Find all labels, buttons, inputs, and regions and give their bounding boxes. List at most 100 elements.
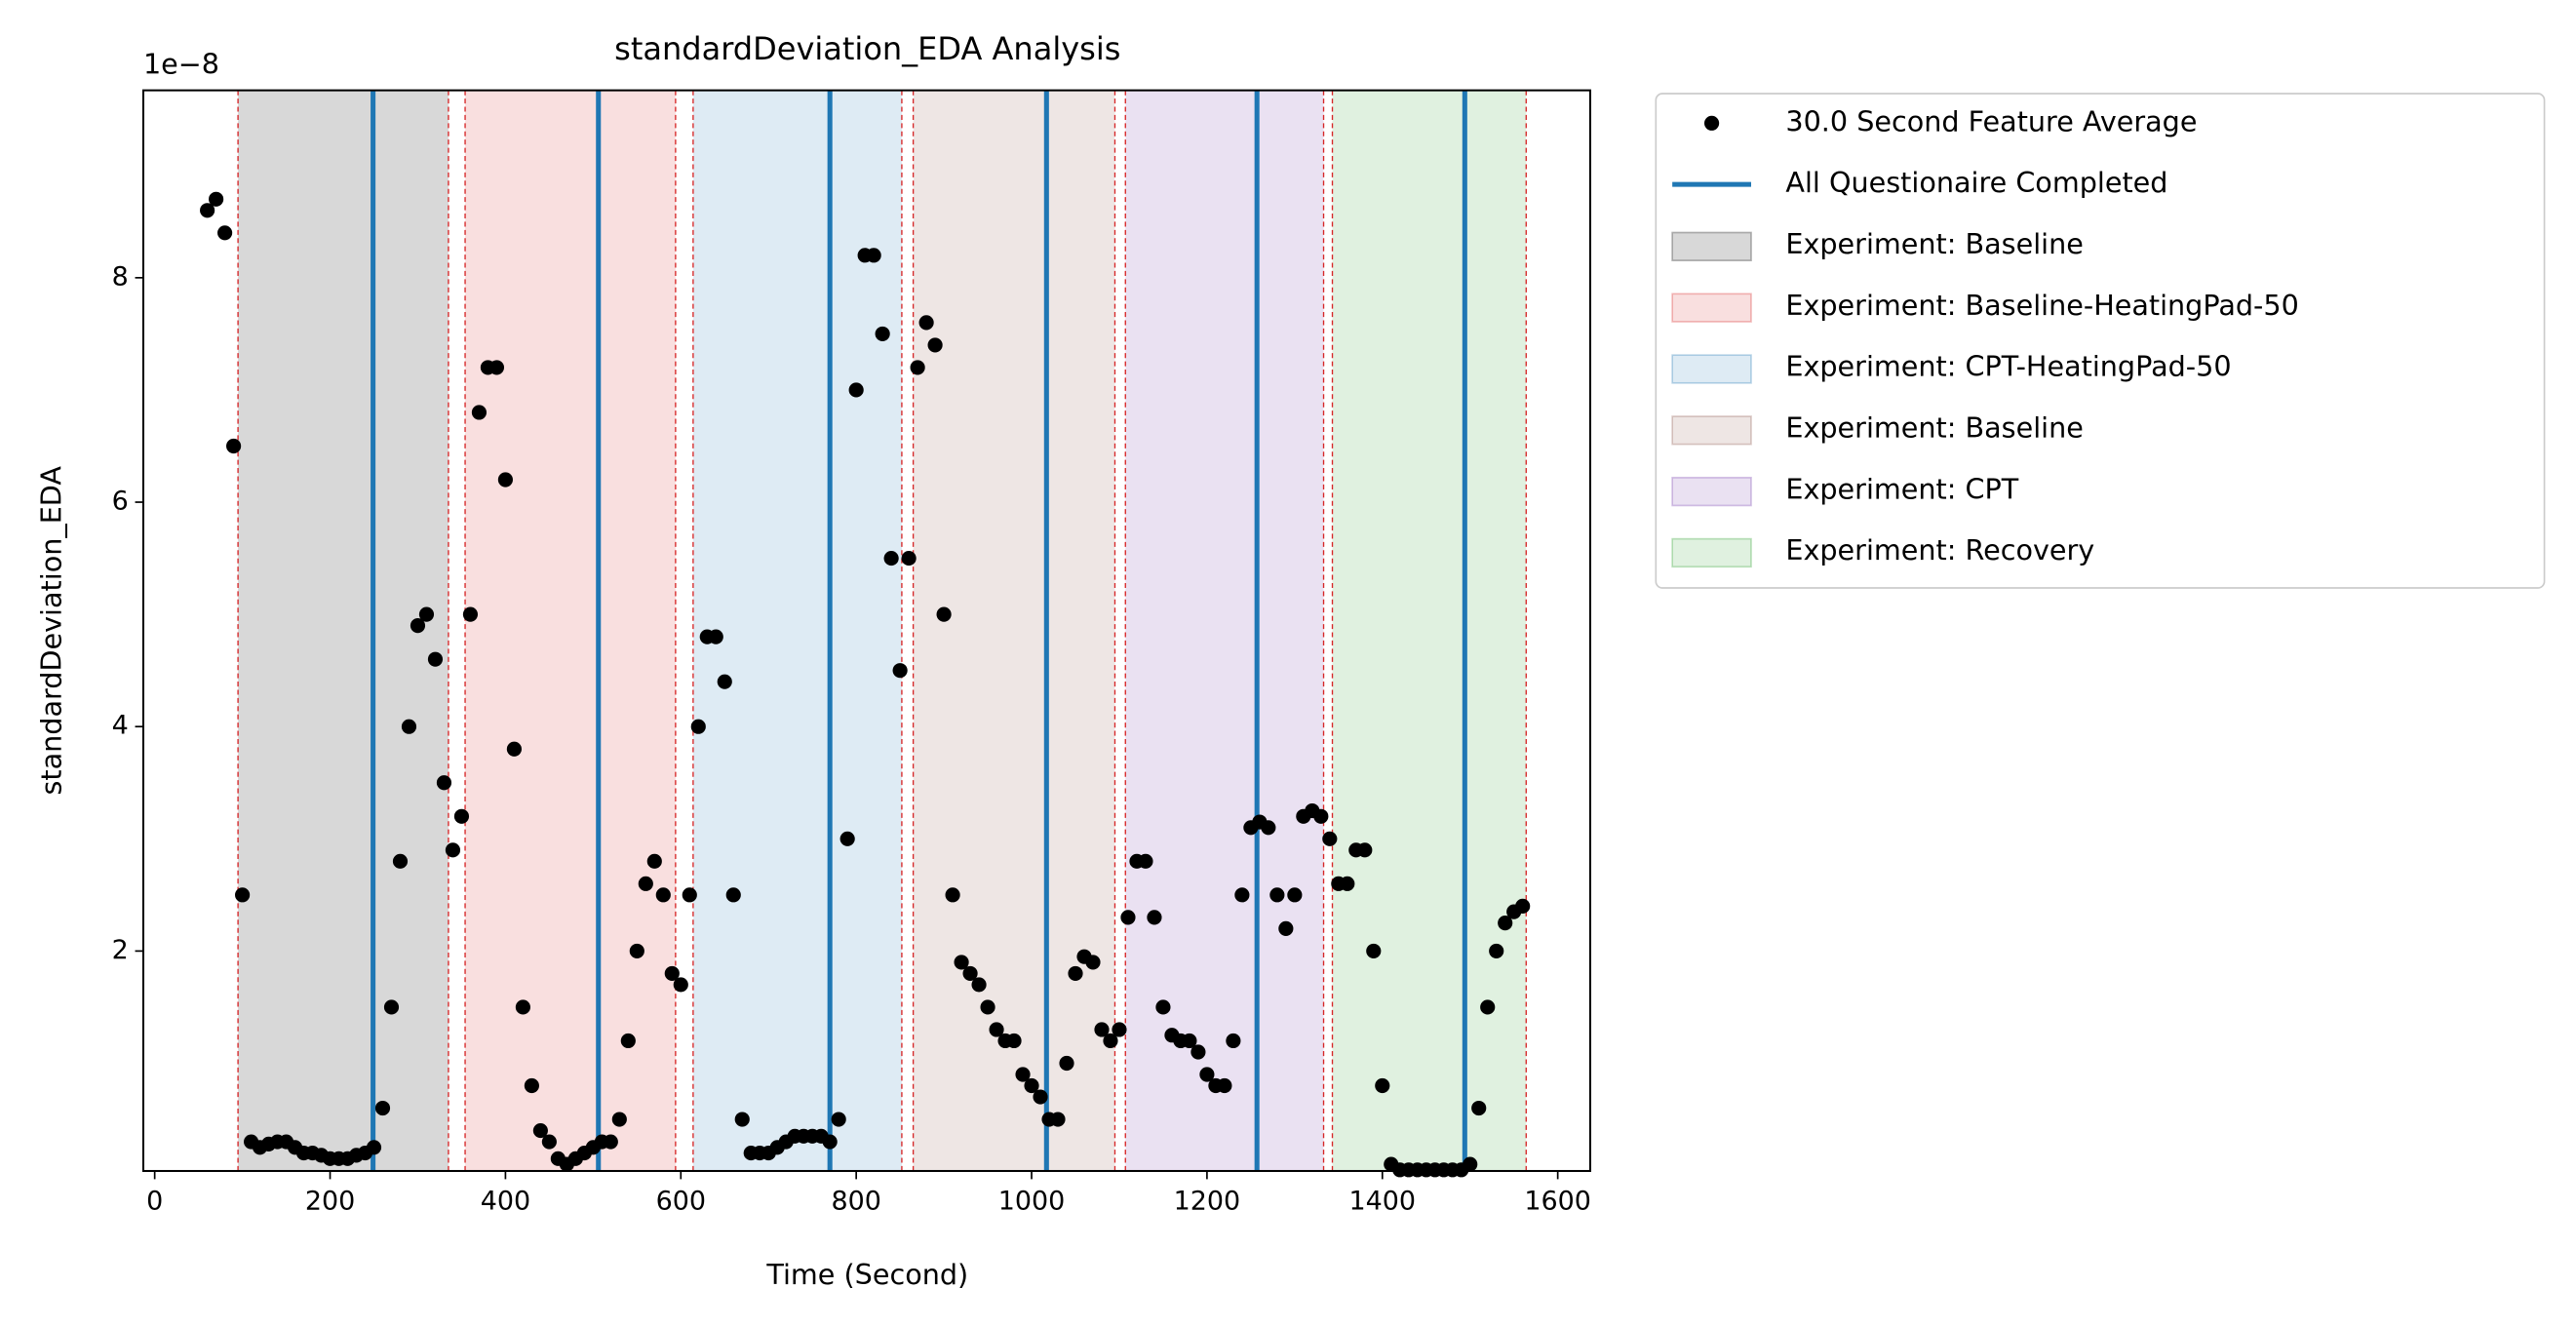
data-point bbox=[629, 943, 644, 958]
legend: 30.0 Second Feature Average All Questiona… bbox=[1655, 93, 2546, 589]
x-tick-label: 0 bbox=[146, 1186, 163, 1216]
data-point bbox=[1015, 1067, 1031, 1082]
data-point bbox=[506, 741, 522, 757]
data-point bbox=[638, 876, 653, 891]
data-point bbox=[366, 1140, 382, 1155]
data-point bbox=[524, 1077, 539, 1094]
data-point bbox=[682, 887, 697, 903]
legend-swatch bbox=[1671, 293, 1752, 323]
y-tick-label: 4 bbox=[112, 711, 129, 741]
data-point bbox=[1278, 920, 1294, 936]
data-point bbox=[664, 965, 680, 981]
data-point bbox=[515, 999, 530, 1015]
data-point bbox=[1033, 1089, 1048, 1105]
data-point bbox=[945, 887, 960, 903]
data-point bbox=[980, 999, 995, 1015]
y-tick-label: 2 bbox=[112, 935, 129, 965]
data-point bbox=[1313, 808, 1329, 824]
data-point bbox=[1471, 1100, 1487, 1116]
data-point bbox=[690, 719, 706, 734]
span bbox=[913, 90, 1115, 1171]
legend-label: Experiment: Baseline-HeatingPad-50 bbox=[1785, 289, 2298, 322]
data-point bbox=[1287, 887, 1303, 903]
x-tick-label: 1600 bbox=[1524, 1186, 1591, 1216]
data-point bbox=[883, 550, 899, 566]
legend-swatch bbox=[1671, 537, 1752, 568]
data-point bbox=[1147, 910, 1162, 925]
x-tick-label: 1400 bbox=[1348, 1186, 1416, 1216]
legend-label: Experiment: CPT bbox=[1785, 472, 2018, 505]
legend-label: Experiment: Recovery bbox=[1785, 533, 2094, 566]
data-point bbox=[1068, 965, 1083, 981]
data-point bbox=[445, 842, 461, 858]
data-point bbox=[488, 360, 504, 375]
y-axis-label: standardDeviation_EDA bbox=[34, 466, 67, 796]
legend-label: Experiment: Baseline bbox=[1785, 227, 2084, 260]
data-point bbox=[1226, 1033, 1241, 1049]
legend-marker bbox=[1703, 115, 1720, 131]
axes-frame bbox=[141, 89, 1591, 1172]
data-point bbox=[717, 674, 732, 689]
data-point bbox=[462, 606, 479, 622]
data-point bbox=[436, 775, 452, 791]
data-point bbox=[892, 663, 908, 679]
data-point bbox=[497, 472, 513, 488]
data-point bbox=[392, 853, 409, 869]
data-point bbox=[1234, 887, 1250, 903]
data-point bbox=[1366, 943, 1382, 958]
data-point bbox=[646, 853, 662, 869]
data-point bbox=[217, 225, 233, 241]
data-point bbox=[418, 606, 435, 622]
x-tick-label: 400 bbox=[481, 1186, 530, 1216]
data-point bbox=[1498, 916, 1513, 931]
data-point bbox=[989, 1022, 1004, 1037]
data-point bbox=[1480, 999, 1496, 1015]
data-point bbox=[1050, 1112, 1066, 1127]
data-point bbox=[1103, 1033, 1118, 1049]
data-point bbox=[620, 1033, 636, 1049]
legend-label: 30.0 Second Feature Average bbox=[1785, 104, 2197, 137]
data-point bbox=[1322, 831, 1338, 846]
data-point bbox=[1340, 876, 1355, 891]
x-tick-label: 800 bbox=[831, 1186, 880, 1216]
data-point bbox=[1120, 910, 1136, 925]
data-point bbox=[1261, 820, 1276, 836]
data-point bbox=[401, 719, 417, 734]
data-point bbox=[200, 203, 215, 218]
data-point bbox=[918, 315, 934, 331]
data-point bbox=[1190, 1044, 1206, 1060]
data-point bbox=[839, 831, 855, 846]
data-point bbox=[1085, 955, 1101, 970]
data-point bbox=[541, 1134, 557, 1150]
span bbox=[1332, 90, 1527, 1171]
x-axis-label: Time (Second) bbox=[765, 1258, 968, 1291]
data-point bbox=[954, 955, 969, 970]
x-tick-label: 1000 bbox=[998, 1186, 1066, 1216]
x-tick-label: 600 bbox=[656, 1186, 706, 1216]
data-point bbox=[603, 1134, 618, 1150]
data-point bbox=[910, 360, 925, 375]
data-point bbox=[822, 1134, 838, 1150]
legend-label: Experiment: Baseline bbox=[1785, 410, 2084, 444]
data-point bbox=[427, 651, 444, 667]
data-point bbox=[1463, 1156, 1478, 1172]
data-point bbox=[1182, 1033, 1197, 1049]
data-point bbox=[532, 1122, 548, 1139]
data-point bbox=[1138, 853, 1153, 869]
data-point bbox=[1515, 898, 1531, 914]
legend-label: Experiment: CPT-HeatingPad-50 bbox=[1785, 350, 2231, 383]
data-point bbox=[971, 977, 987, 993]
legend-swatch bbox=[1671, 476, 1752, 507]
legend-swatch bbox=[1671, 354, 1752, 384]
data-point bbox=[901, 550, 917, 566]
data-point bbox=[235, 887, 251, 903]
legend-swatch bbox=[1671, 415, 1752, 446]
data-point bbox=[1489, 943, 1504, 958]
data-point bbox=[209, 191, 224, 207]
data-point bbox=[673, 977, 688, 993]
span bbox=[692, 90, 902, 1171]
span bbox=[1125, 90, 1324, 1171]
data-point bbox=[734, 1112, 750, 1127]
data-point bbox=[410, 618, 426, 634]
